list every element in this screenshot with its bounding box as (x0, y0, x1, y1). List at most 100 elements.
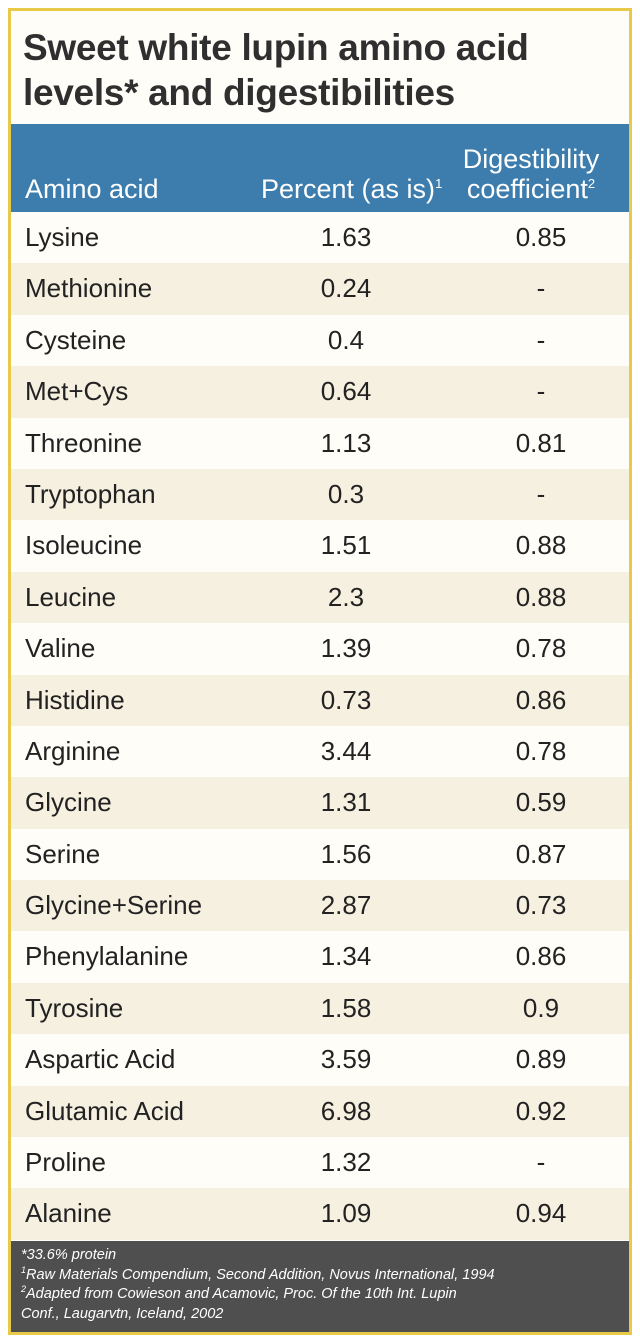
cell-digestibility: 0.59 (515, 787, 567, 818)
table-row: Proline 1.32 - (11, 1137, 629, 1189)
cell-digestibility: 0.94 (515, 1198, 567, 1229)
footnote-2-text-line1: Adapted from Cowieson and Acamovic, Proc… (26, 1286, 457, 1302)
cell-amino-acid: Lysine (25, 222, 100, 252)
cell-amino-acid: Alanine (25, 1198, 112, 1229)
cell-digestibility: 0.87 (515, 838, 567, 869)
footnote-1: 1Raw Materials Compendium, Second Additi… (21, 1264, 619, 1286)
cell-amino-acid: Isoleucine (25, 530, 143, 561)
table-row: Lysine 1.63 0.85 (11, 212, 629, 264)
footnote-2-cont: Conf., Laugarvtn, Iceland, 2002 (21, 1305, 619, 1325)
table-title: Sweet white lupin amino acid levels* and… (23, 27, 529, 113)
cell-digestibility: 0.89 (515, 1044, 567, 1075)
table-row: Serine 1.56 0.87 (11, 828, 629, 881)
cell-amino-acid: Proline (25, 1147, 106, 1178)
footnote-mark-2: 2 (587, 176, 596, 191)
cell-amino-acid: Aspartic Acid (25, 1044, 176, 1075)
cell-percent: 0.3 (327, 478, 365, 509)
cell-digestibility: 0.73 (515, 890, 567, 921)
cell-percent: 1.34 (320, 941, 372, 972)
cell-amino-acid: Leucine (25, 581, 117, 612)
table-row: Met+Cys 0.64 - (11, 366, 629, 418)
cell-amino-acid: Serine (25, 838, 101, 869)
table-row: Tyrosine 1.58 0.9 (11, 982, 629, 1035)
cell-digestibility: 0.78 (515, 633, 567, 664)
table-row: Aspartic Acid 3.59 0.89 (11, 1034, 629, 1086)
cell-amino-acid: Valine (25, 633, 96, 664)
cell-percent: 1.39 (320, 633, 372, 664)
cell-percent: 1.32 (320, 1147, 372, 1178)
cell-digestibility: 0.86 (515, 941, 567, 972)
table-row: Valine 1.39 0.78 (11, 623, 629, 675)
header-percent-label: Percent (as is) (261, 174, 436, 204)
table-row: Threonine 1.13 0.81 (11, 417, 629, 469)
cell-percent: 0.64 (320, 376, 372, 407)
cell-percent: 1.58 (320, 992, 372, 1023)
header-amino-acid-label: Amino acid (25, 174, 159, 204)
header-amino-acid: Amino acid (25, 174, 159, 204)
table-row: Tryptophan 0.3 - (11, 468, 629, 521)
cell-percent: 2.3 (327, 581, 365, 612)
cell-percent: 6.98 (320, 1095, 372, 1126)
header-digestibility: Digestibility coefficient2 (441, 144, 621, 204)
cell-amino-acid: Arginine (25, 735, 121, 766)
cell-amino-acid: Glycine (25, 787, 112, 818)
cell-percent: 3.59 (320, 1044, 372, 1075)
cell-percent: 1.13 (320, 427, 372, 458)
table-footnotes: *33.6% protein 1Raw Materials Compendium… (11, 1241, 629, 1332)
table-row: Isoleucine 1.51 0.88 (11, 520, 629, 572)
table-body: Lysine 1.63 0.85 Methionine 0.24 - Cysteine 0.4… (11, 212, 629, 1240)
cell-amino-acid: Glycine+Serine (25, 890, 203, 921)
cell-amino-acid: Phenylalanine (25, 941, 189, 972)
cell-percent: 0.4 (327, 324, 365, 355)
cell-amino-acid: Met+Cys (25, 376, 129, 407)
cell-amino-acid: Threonine (25, 427, 143, 458)
cell-digestibility: - (536, 324, 546, 355)
cell-percent: 1.09 (320, 1198, 372, 1229)
header-percent: Percent (as is)1 (261, 174, 442, 204)
cell-percent: 3.44 (320, 735, 372, 766)
table-frame: Sweet white lupin amino acid levels* and… (8, 8, 632, 1335)
cell-percent: 0.73 (320, 684, 372, 715)
table-row: Alanine 1.09 0.94 (11, 1188, 629, 1240)
footnote-2-mark: 2 (21, 1284, 27, 1295)
cell-digestibility: 0.86 (515, 684, 567, 715)
cell-digestibility: 0.88 (515, 530, 567, 561)
cell-percent: 2.87 (320, 890, 372, 921)
cell-amino-acid: Glutamic Acid (25, 1095, 184, 1126)
cell-percent: 0.24 (320, 273, 372, 304)
cell-digestibility: 0.9 (522, 992, 560, 1023)
cell-amino-acid: Histidine (25, 684, 125, 715)
table-row: Glutamic Acid 6.98 0.92 (11, 1085, 629, 1138)
cell-digestibility: - (536, 273, 546, 304)
table-row: Methionine 0.24 - (11, 263, 629, 315)
table-header: Amino acid Percent (as is)1 Digestibilit… (11, 124, 629, 212)
cell-digestibility: - (536, 478, 546, 509)
cell-percent: 1.63 (320, 222, 372, 252)
cell-digestibility: - (536, 1147, 546, 1178)
footnote-protein: *33.6% protein (21, 1247, 117, 1263)
cell-amino-acid: Tryptophan (25, 478, 156, 509)
table-row: Cysteine 0.4 - (11, 314, 629, 367)
cell-digestibility: 0.81 (515, 427, 567, 458)
cell-percent: 1.56 (320, 838, 372, 869)
cell-amino-acid: Tyrosine (25, 992, 124, 1023)
footnote-2: 2Adapted from Cowieson and Acamovic, Pro… (21, 1285, 619, 1305)
table-row: Histidine 0.73 0.86 (11, 674, 629, 726)
footnote-mark-1: 1 (435, 176, 443, 191)
cell-digestibility: 0.92 (515, 1095, 567, 1126)
cell-digestibility: 0.78 (515, 735, 567, 766)
cell-amino-acid: Cysteine (25, 324, 127, 355)
footnote-1-mark: 1 (21, 1264, 27, 1275)
cell-digestibility: - (536, 376, 546, 407)
header-digestibility-label: Digestibility coefficient (462, 144, 600, 204)
table-row: Arginine 3.44 0.78 (11, 725, 629, 778)
footnote-1-text: Raw Materials Compendium, Second Additio… (26, 1266, 495, 1283)
cell-percent: 1.31 (320, 787, 372, 818)
cell-digestibility: 0.88 (515, 581, 567, 612)
table-row: Leucine 2.3 0.88 (11, 571, 629, 624)
cell-digestibility: 0.85 (515, 222, 567, 252)
table-row: Phenylalanine 1.34 0.86 (11, 931, 629, 983)
table-row: Glycine+Serine 2.87 0.73 (11, 880, 629, 932)
table-row: Glycine 1.31 0.59 (11, 777, 629, 829)
cell-amino-acid: Methionine (25, 273, 153, 304)
